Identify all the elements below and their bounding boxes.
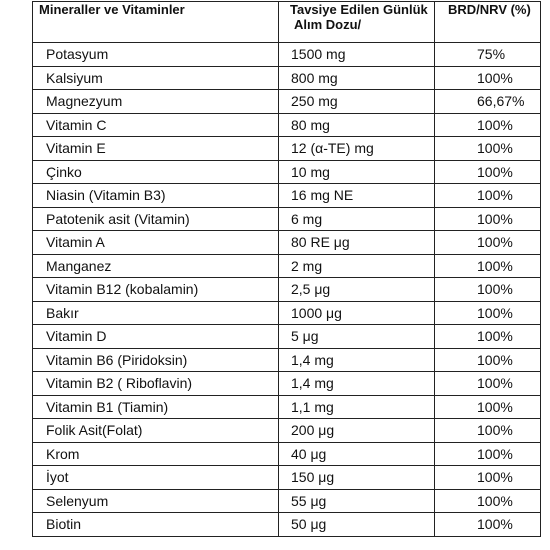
header-nrv-percent: BRD/NRV (%): [434, 1, 541, 43]
table-row: Folik Asit(Folat) 200 μg 100%: [32, 418, 541, 443]
nrv-percent-cell: 100%: [434, 253, 541, 278]
daily-dose-cell: 1,4 mg: [278, 371, 435, 396]
nutrition-table: Mineraller ve Vitaminler Tavsiye Edilen …: [32, 1, 541, 537]
nrv-percent-cell: 100%: [434, 324, 541, 349]
nutrient-name-cell: Vitamin E: [32, 136, 279, 161]
nutrient-name-cell: Vitamin B2 ( Riboflavin): [32, 371, 279, 396]
daily-dose-cell: 1,4 mg: [278, 347, 435, 372]
daily-dose-cell: 150 μg: [278, 465, 435, 490]
nrv-percent-cell: 66,67%: [434, 89, 541, 114]
daily-dose-cell: 800 mg: [278, 65, 435, 90]
nutrient-name-cell: Manganez: [32, 253, 279, 278]
nutrient-name-cell: Niasin (Vitamin B3): [32, 183, 279, 208]
nutrient-name-cell: Kalsiyum: [32, 65, 279, 90]
daily-dose-cell: 2,5 μg: [278, 277, 435, 302]
table-row: Vitamin A 80 RE μg 100%: [32, 230, 541, 255]
daily-dose-cell: 10 mg: [278, 159, 435, 184]
daily-dose-cell: 80 mg: [278, 112, 435, 137]
nutrient-name-cell: Selenyum: [32, 488, 279, 513]
table-header-row: Mineraller ve Vitaminler Tavsiye Edilen …: [32, 1, 541, 43]
nrv-percent-cell: 100%: [434, 371, 541, 396]
table-row: Vitamin B6 (Piridoksin) 1,4 mg 100%: [32, 347, 541, 372]
daily-dose-cell: 1,1 mg: [278, 394, 435, 419]
daily-dose-cell: 12 (α-TE) mg: [278, 136, 435, 161]
table-row: Vitamin C 80 mg 100%: [32, 112, 541, 137]
daily-dose-cell: 1500 mg: [278, 42, 435, 67]
nrv-percent-cell: 100%: [434, 206, 541, 231]
nrv-percent-cell: 100%: [434, 65, 541, 90]
table-row: Kalsiyum 800 mg 100%: [32, 65, 541, 90]
daily-dose-cell: 6 mg: [278, 206, 435, 231]
nrv-percent-cell: 75%: [434, 42, 541, 67]
nutrient-name-cell: Vitamin B12 (kobalamin): [32, 277, 279, 302]
table-row: Selenyum 55 μg 100%: [32, 488, 541, 513]
nutrient-name-cell: Bakır: [32, 300, 279, 325]
nrv-percent-cell: 100%: [434, 488, 541, 513]
nrv-percent-cell: 100%: [434, 418, 541, 443]
daily-dose-cell: 50 μg: [278, 512, 435, 537]
table-body: Potasyum 1500 mg 75% Kalsiyum 800 mg 100% Magn…: [32, 42, 541, 537]
header-dose-line1: Tavsiye Edilen Günlük: [290, 2, 428, 18]
nrv-percent-cell: 100%: [434, 183, 541, 208]
table-row: Vitamin B1 (Tiamin) 1,1 mg 100%: [32, 394, 541, 419]
nrv-percent-cell: 100%: [434, 277, 541, 302]
table-row: Bakır 1000 μg 100%: [32, 300, 541, 325]
header-recommended-daily-dose: Tavsiye Edilen Günlük Alım Dozu/: [278, 1, 435, 43]
nrv-percent-cell: 100%: [434, 441, 541, 466]
daily-dose-cell: 2 mg: [278, 253, 435, 278]
nrv-percent-cell: 100%: [434, 347, 541, 372]
nutrient-name-cell: Vitamin B1 (Tiamin): [32, 394, 279, 419]
table-row: Niasin (Vitamin B3) 16 mg NE 100%: [32, 183, 541, 208]
table-row: Magnezyum 250 mg 66,67%: [32, 89, 541, 114]
nrv-percent-cell: 100%: [434, 230, 541, 255]
table-row: İyot 150 μg 100%: [32, 465, 541, 490]
nutrient-name-cell: Magnezyum: [32, 89, 279, 114]
nutrient-name-cell: İyot: [32, 465, 279, 490]
daily-dose-cell: 250 mg: [278, 89, 435, 114]
table-row: Çinko 10 mg 100%: [32, 159, 541, 184]
table-row: Manganez 2 mg 100%: [32, 253, 541, 278]
nutrient-name-cell: Vitamin D: [32, 324, 279, 349]
table-row: Krom 40 μg 100%: [32, 441, 541, 466]
nutrient-name-cell: Biotin: [32, 512, 279, 537]
nutrient-name-cell: Potasyum: [32, 42, 279, 67]
table-row: Biotin 50 μg 100%: [32, 512, 541, 537]
nrv-percent-cell: 100%: [434, 465, 541, 490]
table-row: Vitamin E 12 (α-TE) mg 100%: [32, 136, 541, 161]
daily-dose-cell: 1000 μg: [278, 300, 435, 325]
nutrient-name-cell: Vitamin B6 (Piridoksin): [32, 347, 279, 372]
nrv-percent-cell: 100%: [434, 112, 541, 137]
daily-dose-cell: 16 mg NE: [278, 183, 435, 208]
nrv-percent-cell: 100%: [434, 300, 541, 325]
nutrient-name-cell: Vitamin C: [32, 112, 279, 137]
nrv-percent-cell: 100%: [434, 394, 541, 419]
nrv-percent-cell: 100%: [434, 159, 541, 184]
nrv-percent-cell: 100%: [434, 512, 541, 537]
daily-dose-cell: 55 μg: [278, 488, 435, 513]
daily-dose-cell: 200 μg: [278, 418, 435, 443]
nrv-percent-cell: 100%: [434, 136, 541, 161]
header-dose-line2: Alım Dozu/: [294, 17, 362, 32]
table-row: Vitamin B12 (kobalamin) 2,5 μg 100%: [32, 277, 541, 302]
nutrient-name-cell: Çinko: [32, 159, 279, 184]
nutrient-name-cell: Krom: [32, 441, 279, 466]
daily-dose-cell: 80 RE μg: [278, 230, 435, 255]
nutrient-name-cell: Patotenik asit (Vitamin): [32, 206, 279, 231]
table-row: Potasyum 1500 mg 75%: [32, 42, 541, 67]
daily-dose-cell: 5 μg: [278, 324, 435, 349]
header-minerals-vitamins: Mineraller ve Vitaminler: [32, 1, 279, 43]
nutrient-name-cell: Folik Asit(Folat): [32, 418, 279, 443]
table-row: Vitamin B2 ( Riboflavin) 1,4 mg 100%: [32, 371, 541, 396]
nutrient-name-cell: Vitamin A: [32, 230, 279, 255]
table-row: Patotenik asit (Vitamin) 6 mg 100%: [32, 206, 541, 231]
daily-dose-cell: 40 μg: [278, 441, 435, 466]
